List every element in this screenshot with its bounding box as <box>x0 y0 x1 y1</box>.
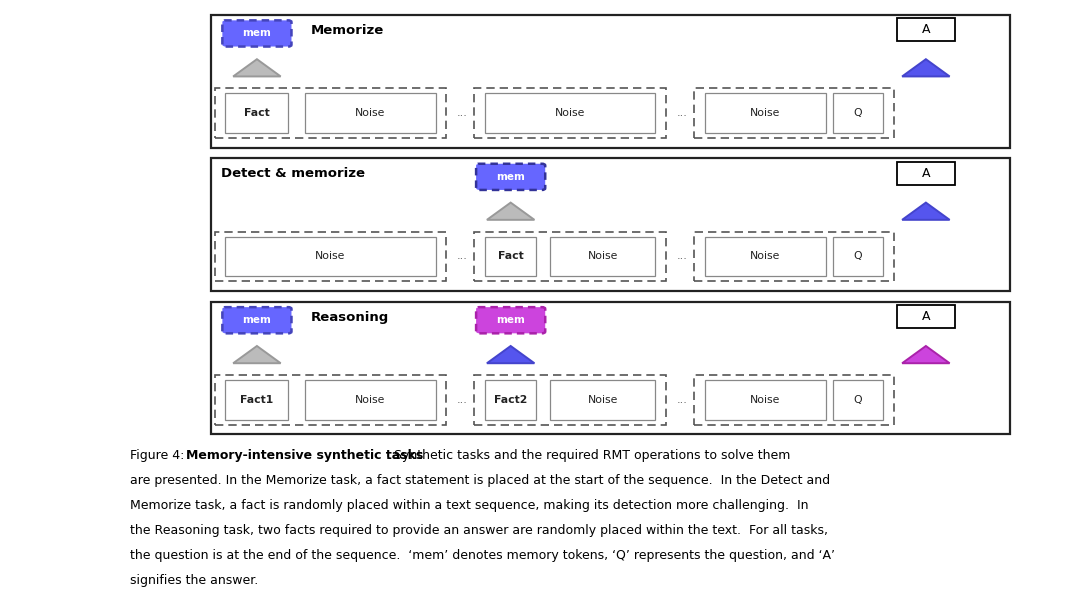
Bar <box>485 380 536 419</box>
Text: A: A <box>921 23 930 36</box>
Bar <box>211 158 1010 291</box>
Bar <box>896 305 955 328</box>
Bar <box>896 162 955 184</box>
FancyBboxPatch shape <box>476 164 545 190</box>
Bar <box>215 375 446 425</box>
Bar <box>834 93 883 133</box>
Text: the Reasoning task, two facts required to provide an answer are randomly placed : the Reasoning task, two facts required t… <box>130 524 827 537</box>
Bar <box>485 237 536 276</box>
Bar <box>211 302 1010 434</box>
Bar <box>474 375 666 425</box>
Bar <box>215 88 446 138</box>
Bar <box>550 237 656 276</box>
Text: A: A <box>921 310 930 323</box>
Polygon shape <box>902 59 949 76</box>
Bar <box>226 380 288 419</box>
Text: Noise: Noise <box>751 252 781 261</box>
Bar <box>694 231 894 281</box>
Bar <box>705 93 826 133</box>
Text: Noise: Noise <box>751 395 781 405</box>
Bar <box>306 93 435 133</box>
Text: Detect & memorize: Detect & memorize <box>221 167 365 180</box>
Bar <box>226 237 435 276</box>
Text: Figure 4:: Figure 4: <box>130 449 188 462</box>
Bar <box>485 93 656 133</box>
Bar <box>834 237 883 276</box>
Text: Fact2: Fact2 <box>494 395 527 405</box>
FancyBboxPatch shape <box>222 307 292 333</box>
Text: ...: ... <box>457 395 468 405</box>
FancyBboxPatch shape <box>476 307 545 333</box>
Text: Fact1: Fact1 <box>240 395 273 405</box>
Polygon shape <box>233 59 281 76</box>
Polygon shape <box>902 346 949 363</box>
Bar <box>705 237 826 276</box>
Text: Memory-intensive synthetic tasks: Memory-intensive synthetic tasks <box>186 449 423 462</box>
Bar <box>694 88 894 138</box>
Text: mem: mem <box>243 29 271 39</box>
Polygon shape <box>487 202 535 220</box>
Bar <box>694 375 894 425</box>
Bar <box>215 231 446 281</box>
Text: mem: mem <box>496 172 525 182</box>
Text: Noise: Noise <box>751 108 781 118</box>
Text: Memorize: Memorize <box>311 24 384 37</box>
Text: Noise: Noise <box>355 108 386 118</box>
Text: Fact: Fact <box>498 252 524 261</box>
Text: ...: ... <box>457 108 468 118</box>
Bar <box>474 231 666 281</box>
Bar <box>226 93 288 133</box>
Bar <box>705 380 826 419</box>
Text: the question is at the end of the sequence.  ‘mem’ denotes memory tokens, ‘Q’ re: the question is at the end of the sequen… <box>130 549 835 562</box>
Text: mem: mem <box>496 315 525 325</box>
Text: Q: Q <box>854 108 863 118</box>
Bar <box>896 18 955 41</box>
Text: Noise: Noise <box>315 252 346 261</box>
Polygon shape <box>487 346 535 363</box>
Bar <box>834 380 883 419</box>
Bar <box>306 380 435 419</box>
Text: Fact: Fact <box>244 108 270 118</box>
Bar <box>211 15 1010 148</box>
Text: ...: ... <box>457 252 468 261</box>
Text: Noise: Noise <box>555 108 585 118</box>
Text: ...: ... <box>677 395 688 405</box>
Text: Reasoning: Reasoning <box>311 311 389 324</box>
Bar <box>474 88 666 138</box>
Polygon shape <box>233 346 281 363</box>
Text: Memorize task, a fact is randomly placed within a text sequence, making its dete: Memorize task, a fact is randomly placed… <box>130 499 808 512</box>
FancyBboxPatch shape <box>222 20 292 46</box>
Text: are presented. In the Memorize task, a fact statement is placed at the start of : are presented. In the Memorize task, a f… <box>130 474 829 487</box>
Text: Noise: Noise <box>588 395 618 405</box>
Text: A: A <box>921 167 930 180</box>
Text: Q: Q <box>854 395 863 405</box>
Text: Noise: Noise <box>588 252 618 261</box>
Text: ...: ... <box>677 108 688 118</box>
Text: Q: Q <box>854 252 863 261</box>
Text: signifies the answer.: signifies the answer. <box>130 574 258 587</box>
Bar <box>550 380 656 419</box>
Text: Noise: Noise <box>355 395 386 405</box>
Polygon shape <box>902 202 949 220</box>
Text: . Synthetic tasks and the required RMT operations to solve them: . Synthetic tasks and the required RMT o… <box>387 449 791 462</box>
Text: ...: ... <box>677 252 688 261</box>
Text: mem: mem <box>243 315 271 325</box>
